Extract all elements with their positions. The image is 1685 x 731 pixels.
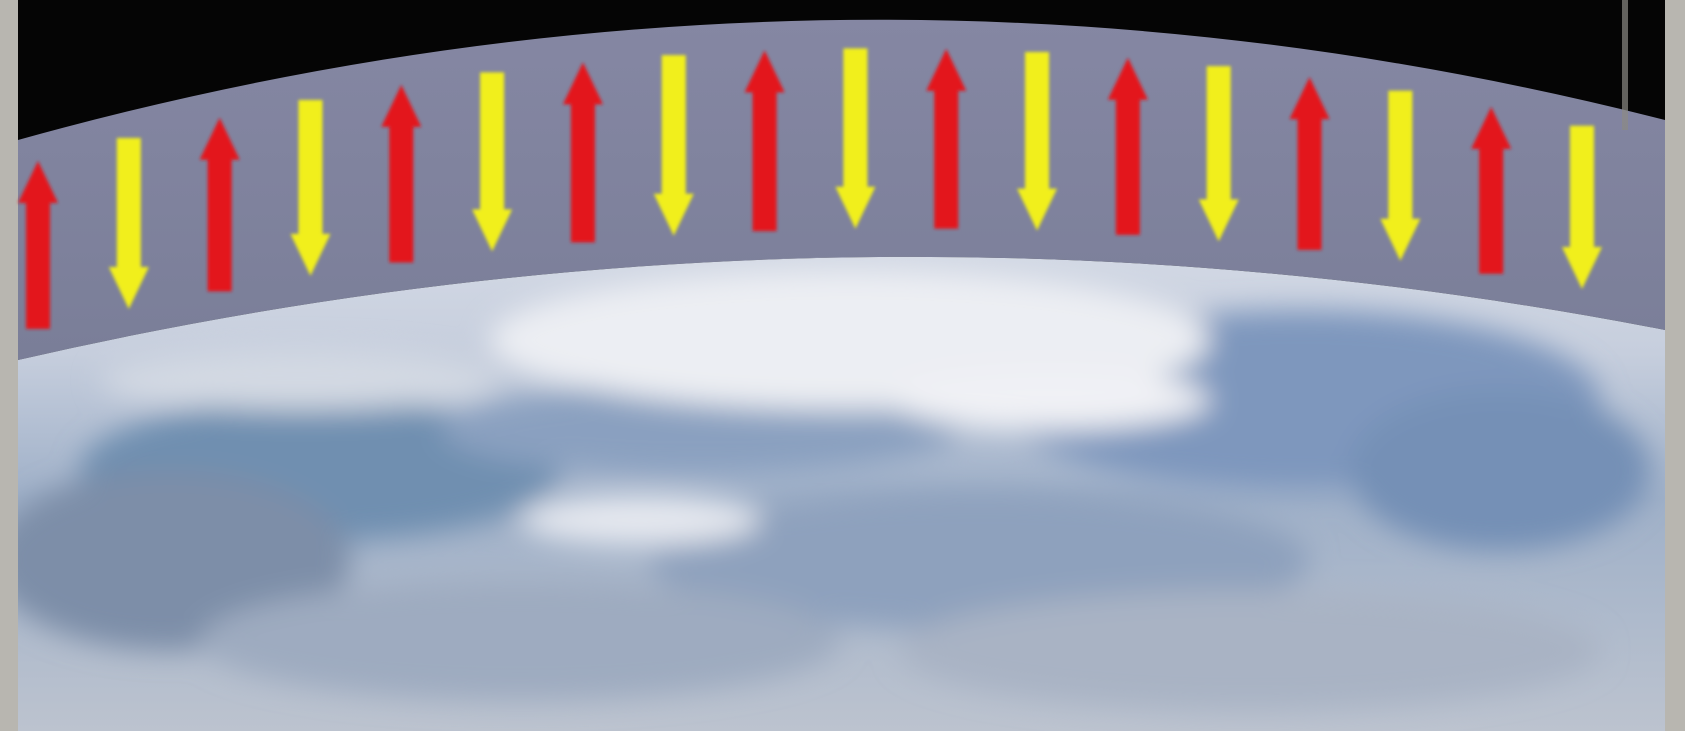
yellow-down-arrow — [108, 138, 149, 310]
yellow-down-arrow — [1380, 90, 1421, 261]
red-up-arrow — [1471, 106, 1512, 274]
left-frame-edge — [0, 0, 18, 731]
yellow-down-arrow — [1198, 66, 1239, 242]
arrows-layer — [18, 48, 1602, 329]
yellow-down-arrow — [653, 55, 694, 236]
red-up-arrow — [381, 84, 422, 263]
red-up-arrow — [199, 117, 240, 292]
yellow-down-arrow — [472, 72, 513, 252]
right-inner-line — [1622, 0, 1628, 130]
right-frame-edge — [1665, 0, 1685, 731]
earth-surface — [18, 256, 1665, 731]
red-up-arrow — [562, 62, 603, 243]
red-up-arrow — [1107, 57, 1148, 235]
red-up-arrow — [18, 160, 58, 329]
yellow-down-arrow — [290, 99, 331, 276]
red-up-arrow — [926, 48, 967, 229]
red-up-arrow — [1289, 77, 1330, 250]
yellow-down-arrow — [835, 48, 876, 229]
red-up-arrow — [744, 50, 785, 232]
yellow-down-arrow — [1017, 52, 1058, 231]
yellow-down-arrow — [1562, 125, 1602, 289]
